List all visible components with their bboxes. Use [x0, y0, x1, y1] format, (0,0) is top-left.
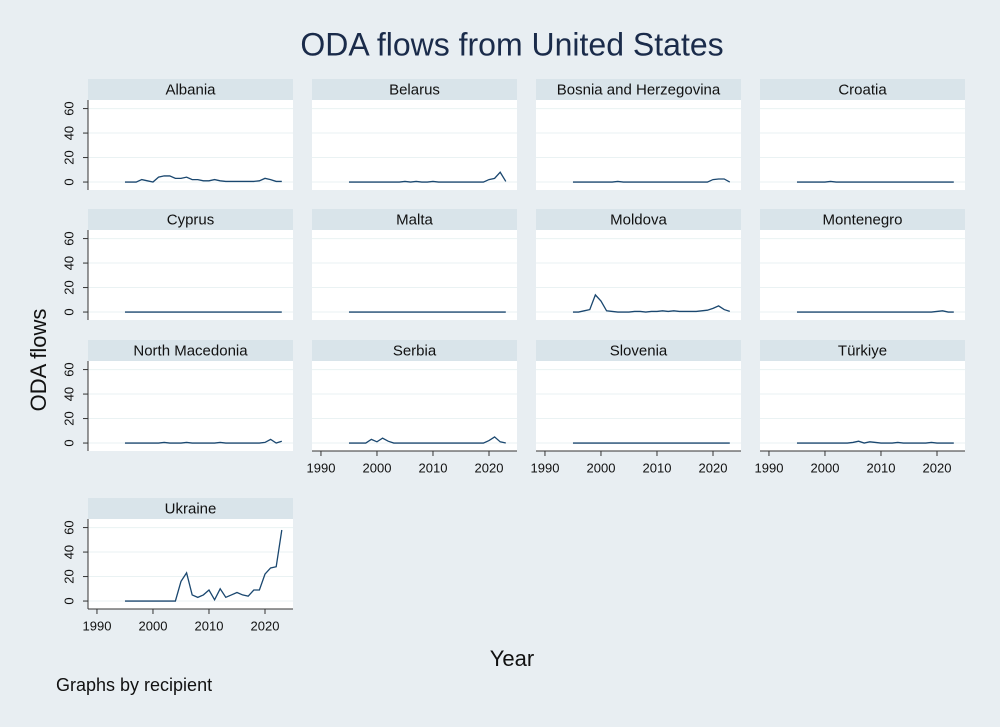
panel-header: [312, 340, 517, 361]
chart-title: ODA flows from United States: [300, 26, 723, 62]
x-tick-label: 2020: [475, 460, 504, 475]
panel-title: Bosnia and Herzegovina: [557, 81, 721, 98]
y-tick-label: 0: [61, 597, 76, 604]
x-tick-label: 2010: [643, 460, 672, 475]
y-tick-label: 60: [61, 362, 76, 376]
panel-title: North Macedonia: [133, 342, 248, 359]
panel-title: Cyprus: [167, 211, 215, 228]
panel-header: [536, 340, 741, 361]
panel-title: Albania: [165, 81, 216, 98]
plot-area: [536, 230, 741, 320]
panel-title: Belarus: [389, 81, 440, 98]
x-tick-label: 2010: [867, 460, 896, 475]
line: [124, 438, 283, 444]
x-tick-label: 2010: [195, 618, 224, 633]
y-tick-label: 20: [61, 411, 76, 425]
y-tick-label: 0: [61, 439, 76, 446]
panel-title: Ukraine: [165, 500, 217, 517]
plot-area: [88, 230, 293, 320]
x-tick-label: 2020: [923, 460, 952, 475]
y-tick-label: 60: [61, 231, 76, 245]
y-tick-label: 20: [61, 569, 76, 583]
panel-header: [760, 209, 965, 230]
x-axis-label: Year: [490, 646, 534, 671]
x-tick-label: 2020: [251, 618, 280, 633]
plot-area: [760, 100, 965, 190]
x-tick-label: 2000: [363, 460, 392, 475]
panel-header: [312, 209, 517, 230]
y-axis-label: ODA flows: [26, 309, 51, 412]
panel-title: Croatia: [838, 81, 887, 98]
panel-header: [312, 79, 517, 100]
line: [348, 436, 506, 444]
x-tick-label: 2010: [419, 460, 448, 475]
x-tick-label: 1990: [307, 460, 336, 475]
plot-area: [88, 100, 293, 190]
y-tick-label: 0: [61, 308, 76, 315]
plot-area: [760, 361, 965, 451]
panel-title: Montenegro: [822, 211, 902, 228]
x-tick-label: 2000: [139, 618, 168, 633]
plot-area: [536, 100, 741, 190]
y-tick-label: 60: [61, 520, 76, 534]
y-tick-label: 60: [61, 101, 76, 115]
panel-title: Malta: [396, 211, 433, 228]
line: [348, 171, 507, 183]
panel-header: [88, 209, 293, 230]
panel-header: [536, 209, 741, 230]
line: [124, 175, 282, 183]
line: [572, 293, 731, 313]
panel-header: [760, 79, 965, 100]
plot-area: [312, 100, 517, 190]
panel-title: Moldova: [610, 211, 667, 228]
panel-title: Slovenia: [610, 342, 668, 359]
line: [796, 180, 954, 183]
y-tick-label: 40: [61, 256, 76, 270]
x-tick-label: 2000: [811, 460, 840, 475]
plot-area: [536, 361, 741, 451]
plot-area: [760, 230, 965, 320]
panel-header: [536, 79, 741, 100]
panel-header: [760, 340, 965, 361]
panel-header: [88, 498, 293, 519]
y-tick-label: 0: [61, 178, 76, 185]
panel-header: [88, 340, 293, 361]
x-tick-label: 1990: [755, 460, 784, 475]
panel-title: Türkiye: [838, 342, 887, 359]
panel-header: [88, 79, 293, 100]
y-tick-label: 40: [61, 387, 76, 401]
plot-area: [88, 361, 293, 451]
line: [796, 440, 954, 444]
note: Graphs by recipient: [56, 675, 212, 695]
x-tick-label: 1990: [531, 460, 560, 475]
plot-area: [312, 361, 517, 451]
x-tick-label: 1990: [83, 618, 112, 633]
line: [796, 310, 954, 313]
x-tick-label: 2020: [699, 460, 728, 475]
y-tick-label: 40: [61, 126, 76, 140]
y-tick-label: 20: [61, 150, 76, 164]
x-tick-label: 2000: [587, 460, 616, 475]
plot-area: [312, 230, 517, 320]
y-tick-label: 20: [61, 280, 76, 294]
line: [124, 529, 283, 602]
y-tick-label: 40: [61, 545, 76, 559]
panel-title: Serbia: [393, 342, 437, 359]
plot-area: [88, 519, 293, 609]
line: [572, 178, 731, 183]
